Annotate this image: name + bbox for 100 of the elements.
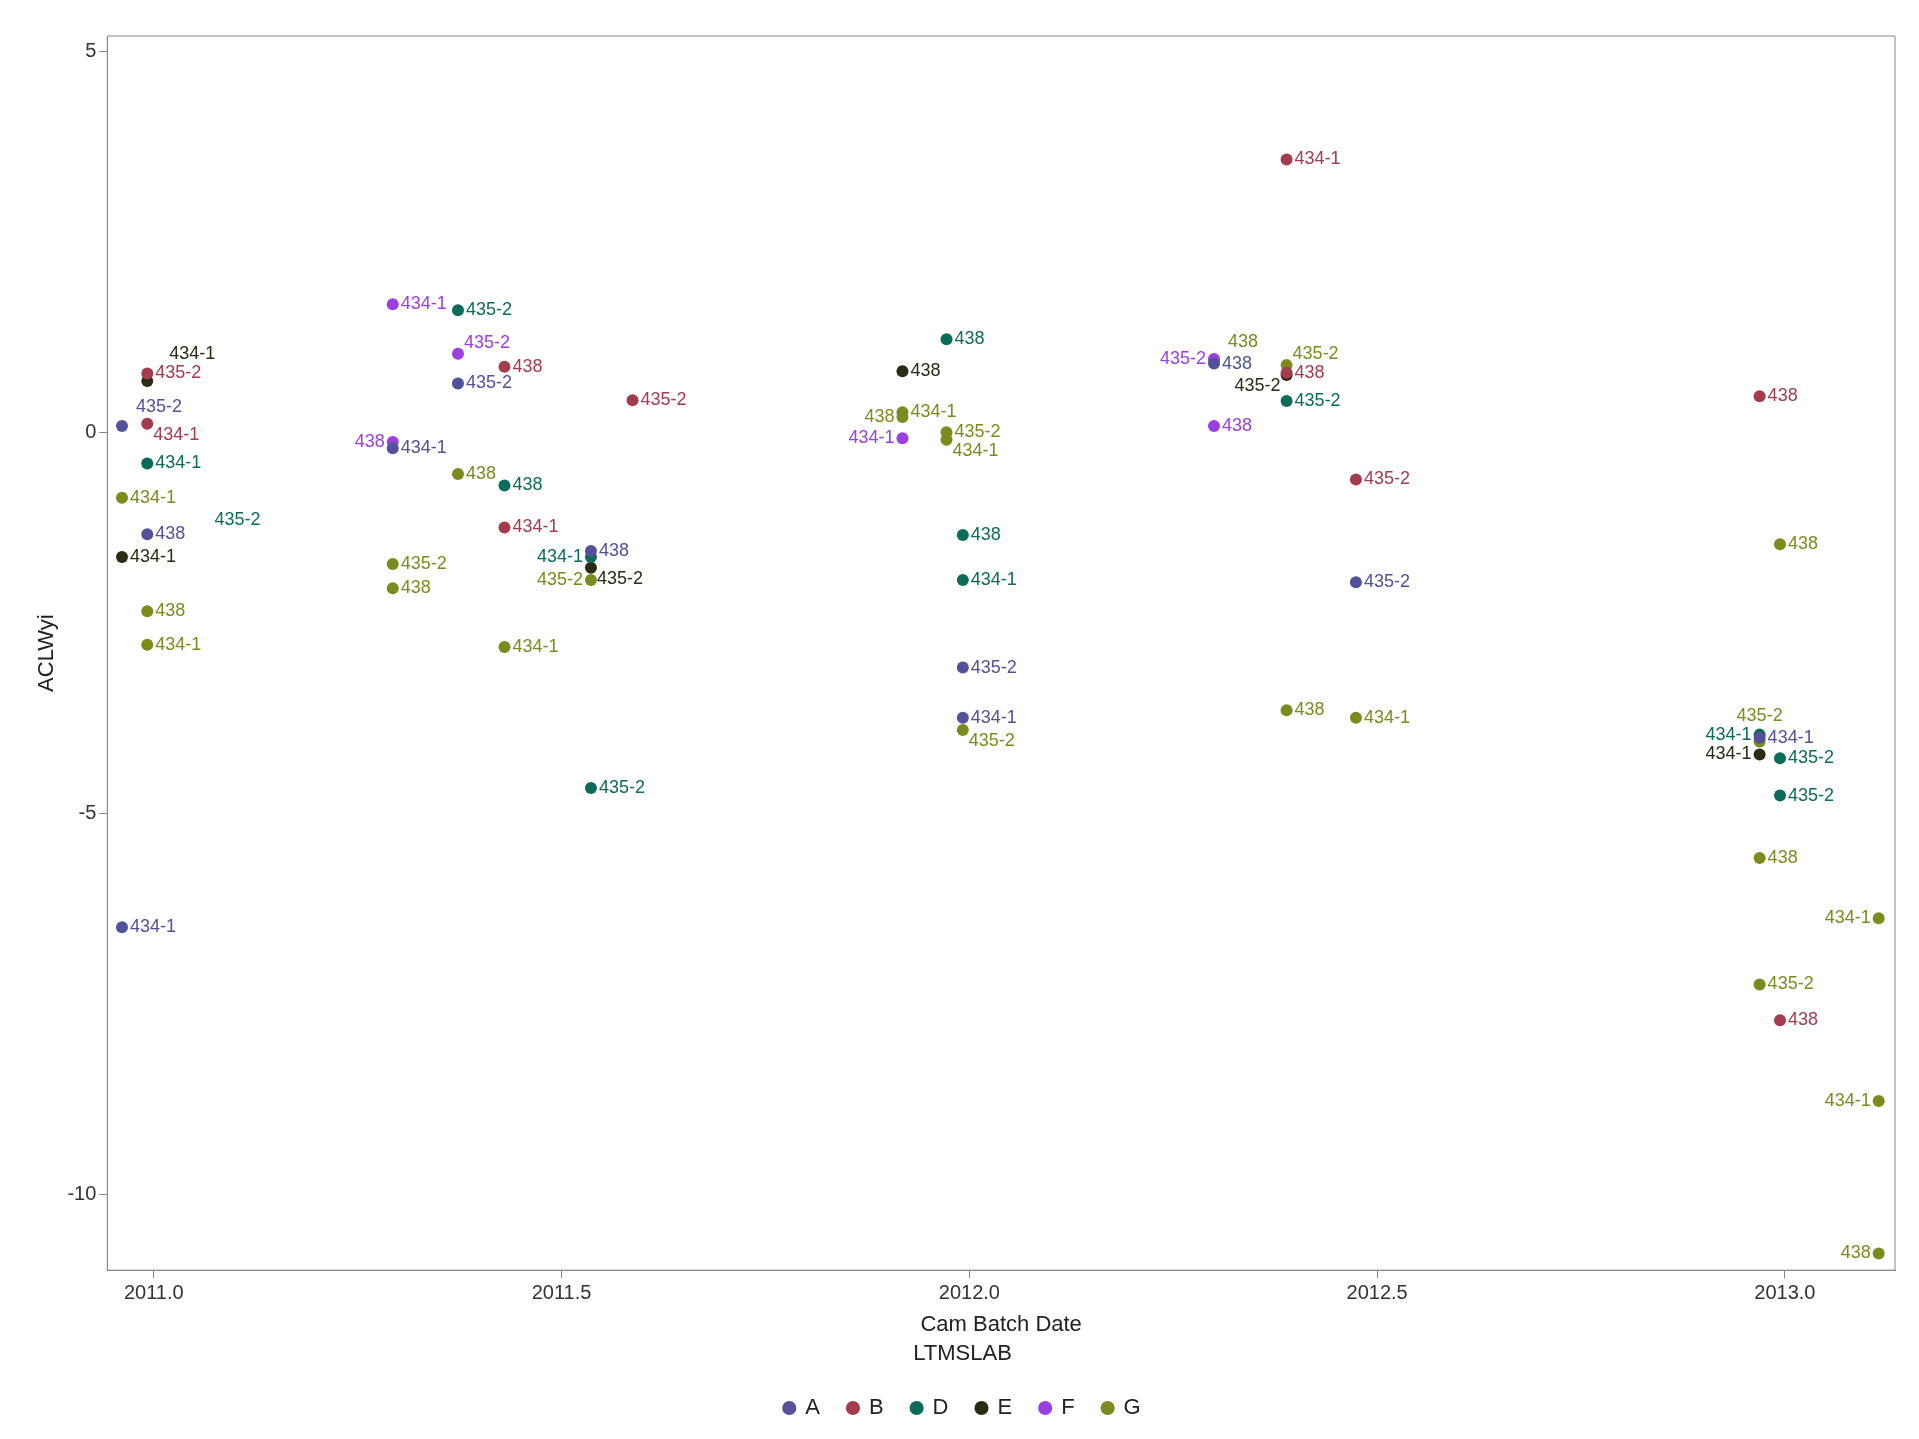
point	[1280, 394, 1293, 407]
annotation: 434-1	[129, 546, 177, 567]
point	[498, 360, 511, 373]
annotation: 438	[1840, 1242, 1871, 1263]
annotation: 435-2	[968, 730, 1015, 751]
point	[141, 417, 154, 430]
point	[1349, 576, 1362, 589]
point	[1280, 704, 1293, 717]
point	[141, 457, 154, 470]
annotation: 435-2	[1234, 374, 1281, 395]
annotation: 435-2	[954, 421, 1001, 442]
annotation: 435-2	[1363, 571, 1410, 592]
point	[386, 582, 399, 595]
annotation: 434-1	[1705, 723, 1752, 744]
y-tick-label: 0	[85, 419, 97, 442]
annotation: 434-1	[155, 633, 202, 654]
point	[584, 545, 597, 558]
legend-label: F	[1061, 1394, 1075, 1420]
annotation: 434-1	[536, 546, 583, 567]
legend-label: E	[997, 1394, 1013, 1420]
point	[451, 304, 464, 317]
annotation: 435-2	[640, 389, 687, 410]
annotation: 434-1	[1294, 148, 1341, 169]
annotation: 438	[1294, 361, 1325, 382]
annotation: 438	[598, 539, 629, 560]
point	[386, 298, 399, 311]
annotation: 435-2	[1363, 468, 1410, 489]
point	[141, 605, 154, 618]
annotation: 435-2	[465, 299, 513, 320]
point	[115, 491, 128, 504]
annotation: 435-2	[598, 776, 645, 797]
annotation: 434-1	[848, 427, 895, 448]
y-tick-label: 5	[85, 38, 97, 61]
point	[1872, 1247, 1885, 1260]
annotation: 435-2	[1736, 705, 1783, 726]
point	[1872, 912, 1885, 925]
annotation: 438	[465, 463, 497, 484]
annotation: 434-1	[169, 343, 216, 364]
annotation: 434-1	[153, 423, 200, 444]
point	[1753, 978, 1766, 991]
point	[1872, 1095, 1885, 1108]
point	[1774, 1014, 1787, 1027]
point	[896, 365, 909, 378]
annotation: 435-2	[536, 568, 583, 589]
point	[451, 347, 464, 360]
annotation: 435-2	[1294, 389, 1341, 410]
point	[584, 781, 597, 794]
annotation: 435-2	[214, 509, 261, 530]
point	[141, 528, 154, 541]
annotation: 438	[1222, 352, 1253, 373]
point	[1208, 420, 1221, 433]
y-tick-label: -10	[67, 1181, 97, 1204]
point	[956, 661, 969, 674]
annotation: 434-1	[1767, 726, 1814, 747]
annotation: 434-1	[400, 437, 447, 458]
annotation: 435-2	[400, 552, 447, 573]
annotation: 435-2	[1292, 343, 1339, 364]
annotation: 434-1	[1363, 706, 1410, 727]
annotation: 435-2	[596, 567, 643, 588]
annotation: 435-2	[970, 656, 1017, 677]
annotation: 438	[354, 431, 385, 452]
annotation: 438	[400, 577, 431, 598]
annotation: 438	[155, 523, 186, 544]
x-axis-title: Cam Batch Date	[920, 1311, 1082, 1337]
legend-label: B	[868, 1394, 884, 1420]
point	[498, 641, 511, 654]
annotation: 435-2	[155, 362, 202, 383]
annotation: 434-1	[512, 516, 559, 537]
annotation: 438	[1788, 533, 1819, 554]
legend-label: G	[1123, 1394, 1141, 1420]
annotation: 435-2	[1788, 784, 1835, 805]
annotation: 434-1	[129, 916, 177, 937]
point	[584, 573, 597, 586]
annotation: 434-1	[155, 452, 202, 473]
annotation: 438	[910, 360, 941, 381]
point	[1349, 473, 1362, 486]
annotation: 435-2	[463, 331, 511, 352]
y-axis-title: ACLWyi	[33, 614, 59, 692]
point	[498, 521, 511, 534]
legend-label: D	[932, 1394, 949, 1420]
annotation: 438	[1767, 847, 1798, 868]
annotation: 435-2	[135, 396, 183, 417]
point	[451, 377, 464, 390]
annotation: 435-2	[465, 372, 513, 393]
point	[626, 394, 639, 407]
legend-label: A	[805, 1394, 821, 1420]
point	[896, 432, 909, 445]
annotation: 434-1	[512, 635, 559, 656]
annotation: 434-1	[970, 706, 1017, 727]
point	[956, 711, 969, 724]
point	[584, 561, 597, 574]
annotation: 434-1	[1705, 743, 1752, 764]
point	[1774, 789, 1787, 802]
point	[115, 420, 128, 433]
point	[498, 479, 511, 492]
legend-title: LTMSLAB	[913, 1339, 1012, 1365]
annotation: 438	[1767, 385, 1798, 406]
point	[141, 367, 154, 380]
point	[1753, 852, 1766, 865]
point	[1774, 538, 1787, 551]
